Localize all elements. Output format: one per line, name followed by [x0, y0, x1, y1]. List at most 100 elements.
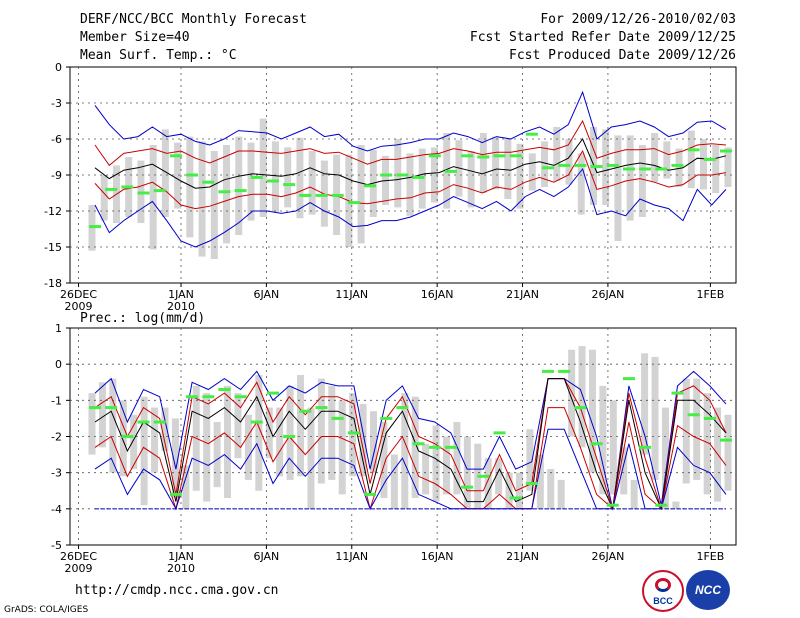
ensemble-bar	[661, 407, 669, 509]
observation-mark	[299, 409, 312, 413]
series-line-mean	[94, 378, 727, 511]
ensemble-bar	[504, 139, 512, 199]
source-url[interactable]: http://cmdp.ncc.cma.gov.cn	[75, 583, 279, 598]
ensemble-bar	[259, 118, 267, 217]
y-tick-label: -3	[51, 97, 62, 110]
x-tick-label: 16JAN	[421, 550, 454, 563]
member-size-label: Member Size=40	[80, 30, 190, 45]
observation-mark	[186, 395, 199, 399]
x-tick-label: 21JAN	[506, 550, 539, 563]
ensemble-bar	[88, 393, 96, 455]
observation-mark	[461, 485, 474, 489]
series-line-minus_sd	[94, 149, 727, 210]
observation-mark	[606, 503, 619, 507]
observation-mark	[89, 406, 101, 410]
observation-mark	[461, 154, 474, 158]
observation-mark	[493, 431, 506, 435]
ensemble-bar	[390, 454, 398, 509]
ensemble-bar	[526, 429, 534, 491]
observation-mark	[590, 442, 603, 446]
y-tick-label: -4	[51, 503, 62, 516]
bcc-logo-text: BCC	[653, 596, 673, 606]
observation-mark	[428, 445, 441, 449]
ensemble-bar	[672, 501, 680, 509]
ensemble-bar	[182, 465, 190, 509]
observation-mark	[509, 496, 522, 500]
ensemble-bar	[394, 139, 402, 208]
x-tick-label: 26DEC	[60, 550, 97, 563]
ensemble-bar	[703, 393, 711, 495]
ensemble-bar	[130, 414, 138, 470]
ensemble-bar	[602, 129, 610, 205]
ensemble-bar	[317, 378, 325, 484]
ensemble-bar	[568, 349, 576, 437]
observation-mark	[186, 173, 199, 177]
observation-mark	[202, 395, 215, 399]
observation-mark	[331, 193, 344, 197]
observation-mark	[525, 482, 538, 486]
ensemble-bar	[687, 130, 695, 189]
observation-mark	[655, 503, 668, 507]
ensemble-bar	[577, 153, 585, 215]
observation-mark	[720, 149, 732, 153]
start-date: Fcst Started Refer Date 2009/12/25	[469, 30, 736, 45]
ensemble-bar	[161, 407, 169, 451]
observation-mark	[380, 173, 393, 177]
observation-mark	[331, 416, 344, 420]
grads-credit: GrADS: COLA/IGES	[4, 605, 89, 615]
ensemble-bar	[553, 127, 561, 181]
x-tick-label: 26JAN	[592, 288, 625, 301]
observation-mark	[218, 387, 231, 391]
ensemble-bar	[712, 145, 720, 193]
ensemble-bar	[338, 400, 346, 495]
observation-mark	[412, 175, 425, 179]
ensemble-bar	[536, 454, 544, 509]
observation-mark	[639, 445, 652, 449]
ensemble-bar	[495, 458, 503, 495]
observation-mark	[234, 395, 247, 399]
observation-mark	[703, 157, 716, 161]
ensemble-bar	[247, 142, 255, 221]
observation-mark	[105, 187, 118, 191]
ensemble-bar	[328, 385, 336, 480]
observation-mark	[250, 420, 263, 424]
ensemble-bar	[161, 129, 169, 217]
observation-mark	[558, 369, 571, 373]
y-tick-label: -6	[51, 133, 62, 146]
observation-mark	[396, 173, 409, 177]
x-tick-label: 26DEC	[60, 288, 97, 301]
observation-mark	[347, 431, 360, 435]
observation-mark	[574, 406, 587, 410]
series-line-minus_sd	[94, 407, 727, 511]
ncc-logo: NCC	[686, 570, 730, 610]
ensemble-bar	[630, 479, 638, 509]
ensemble-bar	[442, 436, 450, 495]
ensemble-bar	[223, 145, 231, 244]
x-tick-year-label: 2009	[65, 300, 93, 313]
observation-mark	[444, 445, 457, 449]
ensemble-bar	[724, 147, 732, 187]
observation-mark	[266, 179, 279, 183]
ensemble-bar	[255, 375, 263, 491]
observation-mark	[525, 132, 538, 136]
ensemble-bar	[467, 151, 475, 208]
observation-mark	[89, 225, 101, 229]
ensemble-bar	[479, 133, 487, 193]
observation-mark	[639, 167, 652, 171]
observation-mark	[477, 474, 490, 478]
ensemble-bar	[297, 375, 305, 477]
observation-mark	[671, 163, 684, 167]
ensemble-bar	[307, 407, 315, 509]
observation-mark	[606, 163, 619, 167]
observation-mark	[687, 413, 700, 417]
observation-mark	[137, 420, 150, 424]
ensemble-bar	[638, 145, 646, 217]
ensemble-bar	[171, 418, 179, 498]
observation-mark	[121, 435, 134, 438]
observation-mark	[412, 442, 425, 446]
observation-mark	[428, 154, 441, 158]
observation-mark	[137, 191, 150, 195]
